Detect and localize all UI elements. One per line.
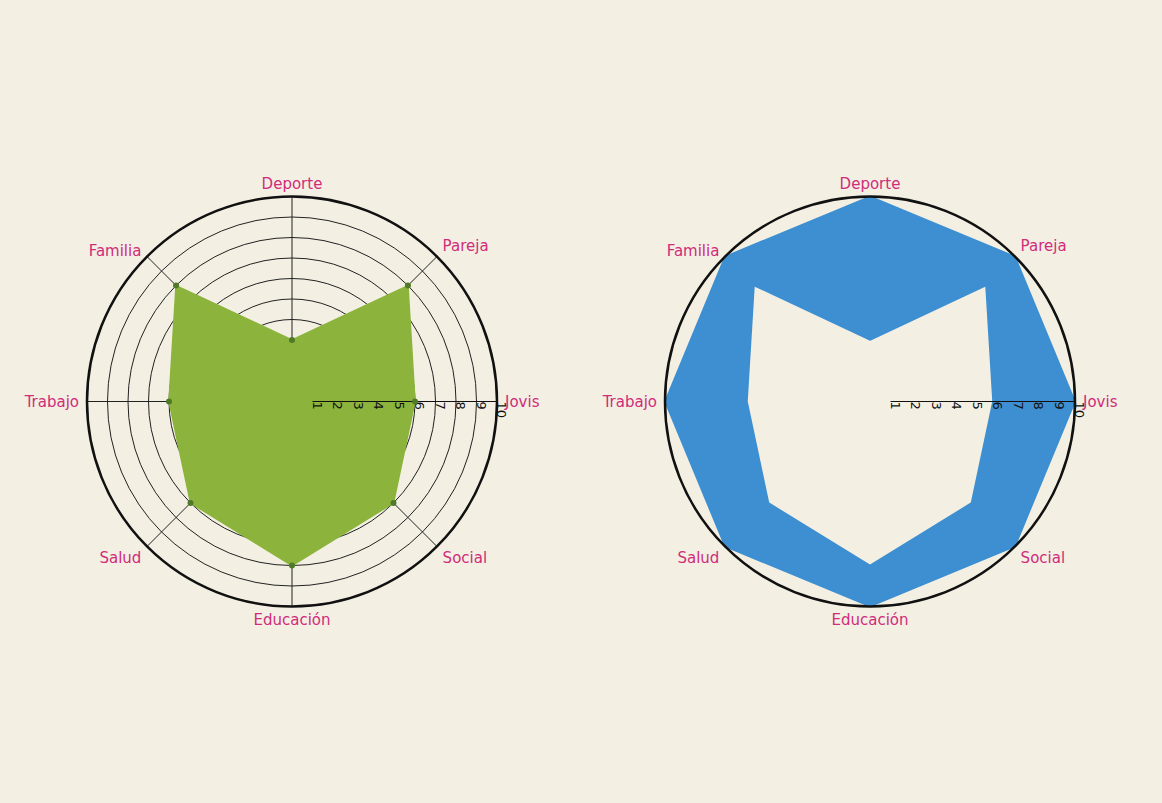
svg-text:Jovis: Jovis bbox=[1083, 392, 1118, 411]
svg-text:Deporte: Deporte bbox=[262, 175, 323, 193]
svg-text:5: 5 bbox=[392, 402, 407, 410]
svg-text:Pareja: Pareja bbox=[1021, 237, 1067, 255]
svg-text:3: 3 bbox=[351, 402, 366, 410]
svg-text:Salud: Salud bbox=[677, 549, 719, 567]
svg-text:4: 4 bbox=[371, 402, 386, 410]
svg-text:9: 9 bbox=[474, 402, 489, 410]
svg-text:4: 4 bbox=[949, 402, 964, 410]
svg-text:3: 3 bbox=[929, 402, 944, 410]
svg-text:6: 6 bbox=[990, 402, 1005, 410]
svg-text:7: 7 bbox=[1011, 402, 1026, 410]
svg-text:9: 9 bbox=[1052, 402, 1067, 410]
svg-text:Salud: Salud bbox=[99, 549, 141, 567]
svg-text:Familia: Familia bbox=[667, 242, 720, 260]
svg-text:6: 6 bbox=[412, 401, 427, 410]
svg-text:2: 2 bbox=[908, 402, 923, 410]
svg-text:Familia: Familia bbox=[89, 242, 142, 260]
svg-text:Deporte: Deporte bbox=[840, 175, 901, 193]
svg-text:1: 1 bbox=[888, 402, 903, 410]
svg-text:Trabajo: Trabajo bbox=[24, 393, 79, 411]
svg-text:Social: Social bbox=[1021, 549, 1065, 567]
svg-text:Educación: Educación bbox=[831, 611, 908, 629]
svg-text:5: 5 bbox=[970, 402, 985, 410]
svg-text:Trabajo: Trabajo bbox=[602, 393, 657, 411]
svg-text:10: 10 bbox=[494, 402, 509, 419]
svg-text:8: 8 bbox=[453, 402, 468, 410]
svg-text:10: 10 bbox=[1072, 402, 1087, 419]
svg-text:Jovis: Jovis bbox=[505, 392, 540, 411]
svg-text:Social: Social bbox=[443, 549, 487, 567]
svg-text:1: 1 bbox=[310, 402, 325, 410]
svg-text:Pareja: Pareja bbox=[443, 237, 489, 255]
svg-text:7: 7 bbox=[433, 402, 448, 410]
svg-text:Educación: Educación bbox=[253, 611, 330, 629]
svg-text:8: 8 bbox=[1031, 402, 1046, 410]
svg-text:2: 2 bbox=[330, 402, 345, 410]
